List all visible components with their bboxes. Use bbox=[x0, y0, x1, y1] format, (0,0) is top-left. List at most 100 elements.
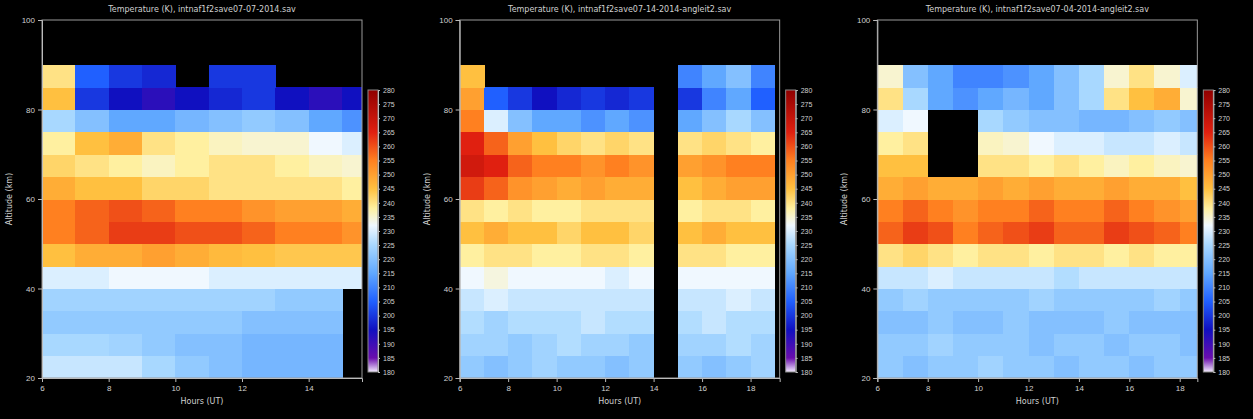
tick-label: 180 bbox=[1218, 369, 1230, 376]
tick: 180 bbox=[796, 369, 813, 376]
tick: 6 bbox=[458, 378, 463, 393]
heatmap-cell bbox=[484, 289, 509, 312]
heatmap-cell bbox=[726, 65, 751, 88]
heatmap-cell bbox=[42, 110, 76, 133]
color-bar-axis: 1801851901952002052102152202252302352402… bbox=[378, 87, 395, 376]
chart-title: Temperature (K), intnaf1f2save07-07-2014… bbox=[107, 5, 296, 14]
tick-mark bbox=[378, 189, 380, 190]
tick: 180 bbox=[378, 369, 395, 376]
heatmap-cell bbox=[751, 311, 776, 334]
tick: 20 bbox=[861, 374, 877, 383]
tick-label: 225 bbox=[801, 242, 813, 249]
heatmap-cell bbox=[751, 221, 776, 244]
heatmap-cell bbox=[726, 110, 751, 133]
tick-mark bbox=[38, 199, 42, 200]
heatmap-cell bbox=[702, 154, 727, 177]
y-axis: 20406080100 bbox=[857, 16, 878, 383]
tick: 265 bbox=[1213, 129, 1230, 136]
tick-mark bbox=[1029, 378, 1030, 382]
heatmap-cell bbox=[877, 132, 903, 155]
heatmap-cell bbox=[953, 177, 979, 200]
tick-label: 190 bbox=[383, 341, 395, 348]
heatmap-cell bbox=[877, 199, 903, 222]
tick: 275 bbox=[796, 101, 813, 108]
tick-label: 225 bbox=[383, 242, 395, 249]
tick: 195 bbox=[796, 326, 813, 333]
heatmap-cell bbox=[75, 221, 109, 244]
tick: 270 bbox=[796, 115, 813, 122]
heatmap-cell bbox=[877, 221, 903, 244]
heatmap-cell bbox=[1104, 87, 1130, 110]
heatmap-cell bbox=[928, 65, 954, 88]
axis-line bbox=[43, 379, 363, 383]
heatmap-cell bbox=[309, 177, 343, 200]
heatmap-cell bbox=[1180, 87, 1198, 110]
tick: 270 bbox=[1213, 115, 1230, 122]
heatmap-cell bbox=[42, 154, 76, 177]
heatmap-cell bbox=[1003, 221, 1029, 244]
heatmap-cell bbox=[978, 154, 1004, 177]
heatmap-cell bbox=[953, 356, 979, 378]
heatmap-cell bbox=[75, 154, 109, 177]
tick-label: 10 bbox=[171, 384, 180, 393]
heatmap-cell bbox=[242, 333, 276, 356]
heatmap-cell bbox=[1129, 266, 1155, 289]
heatmap-cell bbox=[1003, 333, 1029, 356]
heatmap-cell bbox=[1029, 177, 1055, 200]
heatmap-cell bbox=[309, 311, 343, 334]
heatmap-cell bbox=[1104, 65, 1130, 88]
heatmap-cell bbox=[275, 199, 309, 222]
tick-label: 245 bbox=[801, 185, 813, 192]
heatmap-cell bbox=[581, 266, 606, 289]
tick-mark bbox=[1213, 372, 1215, 373]
heatmap-cell bbox=[175, 132, 209, 155]
tick: 10 bbox=[974, 378, 983, 393]
heatmap-cell bbox=[1129, 154, 1155, 177]
heatmap-cell bbox=[109, 221, 143, 244]
heatmap-cell bbox=[142, 199, 176, 222]
heatmap-cell bbox=[508, 244, 533, 267]
heatmap-cell bbox=[629, 221, 654, 244]
heatmap-cell bbox=[309, 266, 343, 289]
tick-mark bbox=[456, 378, 460, 379]
tick: 80 bbox=[444, 106, 460, 115]
heatmap-cell bbox=[629, 289, 654, 312]
heatmap-cell bbox=[678, 110, 703, 133]
heatmap-cell bbox=[1154, 110, 1180, 133]
tick: 215 bbox=[378, 270, 395, 277]
tick-mark bbox=[1213, 132, 1215, 133]
heatmap-cell bbox=[109, 199, 143, 222]
heatmap-cell bbox=[342, 221, 362, 244]
heatmap-cell bbox=[1104, 244, 1130, 267]
tick: 40 bbox=[861, 285, 877, 294]
tick-label: 6 bbox=[876, 384, 881, 393]
heatmap-cell bbox=[242, 110, 276, 133]
tick-label: 14 bbox=[305, 384, 314, 393]
heatmap-cell bbox=[1054, 266, 1080, 289]
tick-label: 8 bbox=[107, 384, 112, 393]
tick-label: 185 bbox=[1218, 355, 1230, 362]
heatmap-cell bbox=[309, 221, 343, 244]
heatmap-cell bbox=[953, 333, 979, 356]
tick-label: 18 bbox=[1176, 384, 1185, 393]
tick: 12 bbox=[601, 378, 610, 393]
heatmap-cell bbox=[726, 356, 751, 378]
heatmap-cell bbox=[1079, 87, 1105, 110]
tick-label: 240 bbox=[383, 200, 395, 207]
heatmap-cell bbox=[903, 289, 929, 312]
heatmap-cell bbox=[928, 221, 954, 244]
heatmap-cell bbox=[1180, 65, 1198, 88]
heatmap-cell bbox=[953, 199, 979, 222]
heatmap-cell bbox=[702, 356, 727, 378]
tick-mark bbox=[456, 199, 460, 200]
tick-mark bbox=[557, 378, 558, 382]
tick: 185 bbox=[378, 355, 395, 362]
tick-label: 20 bbox=[861, 374, 870, 383]
heatmap-cell bbox=[877, 65, 903, 88]
heatmap-cell bbox=[928, 177, 954, 200]
heatmap-cell bbox=[903, 110, 929, 133]
heatmap-cell bbox=[928, 199, 954, 222]
tick-mark bbox=[873, 289, 877, 290]
heatmap-cell bbox=[532, 132, 557, 155]
heatmap-cell bbox=[629, 199, 654, 222]
